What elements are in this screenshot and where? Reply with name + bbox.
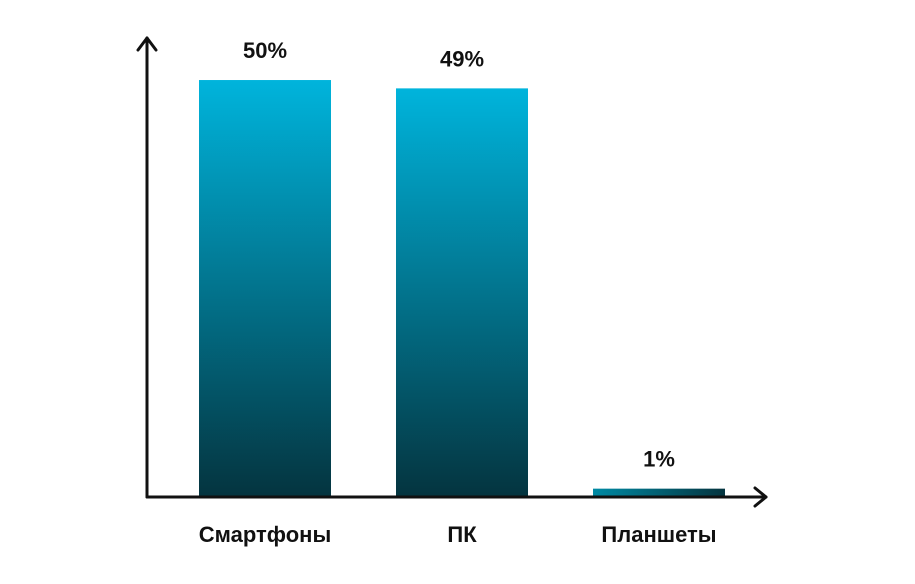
- category-labels-group: Смартфоны ПК Планшеты: [199, 522, 717, 547]
- value-label-2: 49%: [440, 46, 484, 71]
- bar-2: [396, 88, 528, 497]
- value-label-3: 1%: [643, 447, 675, 472]
- value-labels-group: 50% 49% 1%: [243, 38, 675, 472]
- bar-1: [199, 80, 331, 498]
- x-axis-arrow-icon: [753, 486, 768, 508]
- category-label-1: Смартфоны: [199, 522, 332, 547]
- value-label-1: 50%: [243, 38, 287, 63]
- category-label-3: Планшеты: [601, 522, 716, 547]
- y-axis-arrow-icon: [136, 36, 158, 52]
- bar-3: [593, 488, 725, 497]
- bars-group: [199, 80, 725, 498]
- category-label-2: ПК: [447, 522, 477, 547]
